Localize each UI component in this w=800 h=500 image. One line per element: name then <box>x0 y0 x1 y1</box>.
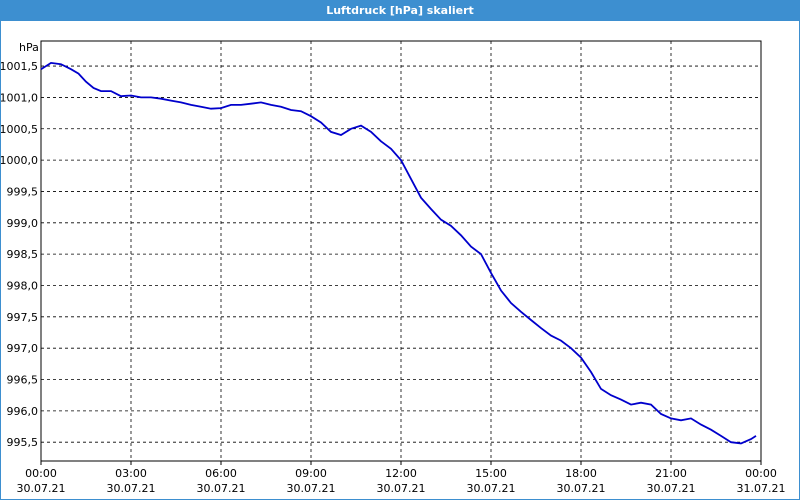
x-tick-date: 30.07.21 <box>197 482 246 495</box>
window-title: Luftdruck [hPa] skaliert <box>1 1 799 21</box>
y-axis: 1001,5 1001,0 1000,5 1000,0 999,5 999,0 998,5 9… <box>1 60 38 449</box>
x-tick-time: 00:00 <box>25 467 57 480</box>
y-tick-label: 999,5 <box>7 185 39 198</box>
y-tick-label: 999,0 <box>7 217 39 230</box>
x-tick-date: 30.07.21 <box>377 482 426 495</box>
y-tick-label: 996,5 <box>7 374 39 387</box>
y-tick-label: 998,5 <box>7 248 39 261</box>
x-axis: 00:00 30.07.21 03:00 30.07.21 06:00 30.07.21 0… <box>17 461 786 495</box>
y-tick-label: 1000,5 <box>1 123 38 136</box>
x-tick-date: 30.07.21 <box>647 482 696 495</box>
y-tick-label: 997,5 <box>7 311 39 324</box>
x-tick-date: 30.07.21 <box>557 482 606 495</box>
x-tick-date: 30.07.21 <box>107 482 156 495</box>
grid-lines <box>41 41 761 461</box>
x-tick-time: 15:00 <box>475 467 507 480</box>
x-tick-time: 09:00 <box>295 467 327 480</box>
x-tick-time: 18:00 <box>565 467 597 480</box>
y-tick-label: 1001,5 <box>1 60 38 73</box>
y-tick-label: 1001,0 <box>1 91 38 104</box>
x-tick-date: 30.07.21 <box>17 482 66 495</box>
y-tick-label: 1000,0 <box>1 154 38 167</box>
y-tick-label: 998,0 <box>7 279 39 292</box>
y-tick-label: 997,0 <box>7 342 39 355</box>
x-tick-time: 00:00 <box>745 467 777 480</box>
x-tick-time: 12:00 <box>385 467 417 480</box>
pressure-chart: 1001,5 1001,0 1000,5 1000,0 999,5 999,0 998,5 9… <box>1 40 786 495</box>
y-tick-label: 995,5 <box>7 436 39 449</box>
x-tick-date: 30.07.21 <box>287 482 336 495</box>
x-tick-time: 21:00 <box>655 467 687 480</box>
x-tick-date: 31.07.21 <box>737 482 786 495</box>
y-axis-label: hPa <box>19 41 39 54</box>
x-tick-time: 03:00 <box>115 467 147 480</box>
x-tick-time: 06:00 <box>205 467 237 480</box>
x-tick-date: 30.07.21 <box>467 482 516 495</box>
pressure-series-line <box>40 61 757 445</box>
y-tick-label: 996,0 <box>7 405 39 418</box>
